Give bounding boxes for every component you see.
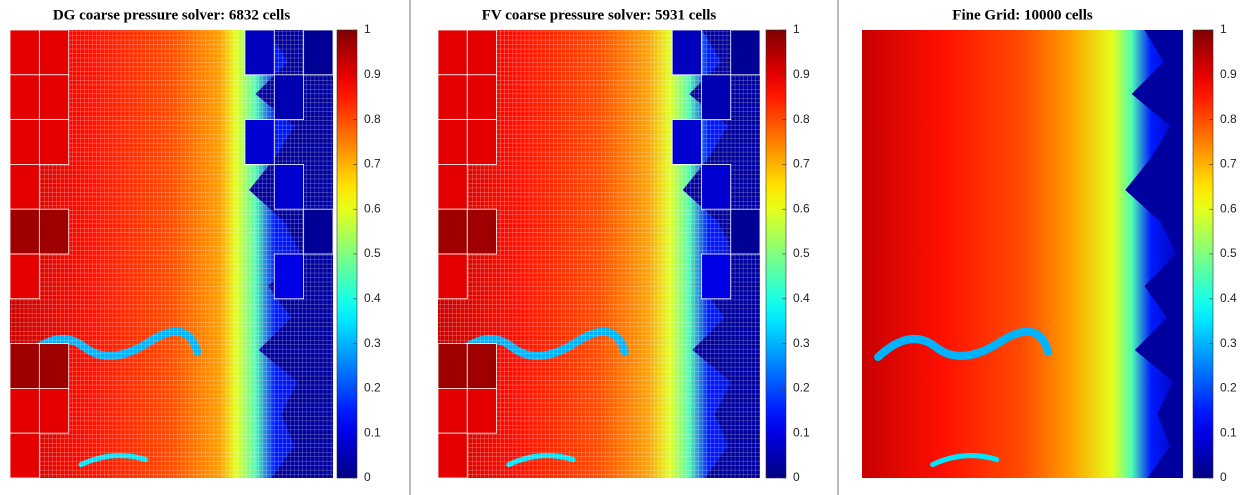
colorbar-tick-label: 0.2 (1220, 381, 1237, 395)
coarse-block (671, 119, 702, 165)
colorbar-tick-label: 0.1 (793, 425, 810, 439)
coarse-block (9, 74, 40, 121)
coarse-block (273, 253, 305, 300)
colorbar-tick-label: 0.8 (793, 112, 810, 126)
coarse-block (9, 29, 40, 76)
coarse-block (9, 119, 40, 165)
coarse-block (9, 253, 40, 300)
coarse-block (437, 163, 468, 210)
colorbar-tick-label: 0.2 (793, 381, 810, 395)
colorbar-tick-label: 0.3 (793, 336, 810, 350)
coarse-block (730, 29, 761, 76)
colorbar-tick-label: 1 (793, 22, 800, 36)
coarse-block (244, 29, 275, 76)
colorbar-tick-label: 0.4 (364, 291, 381, 305)
panel-title: Fine Grid: 10000 cells (952, 7, 1093, 23)
coarse-block (303, 29, 334, 76)
colorbar-tick-label: 0.9 (364, 67, 381, 81)
colorbar-tick-label: 0.8 (1220, 112, 1237, 126)
coarse-block (466, 343, 497, 389)
streak (930, 453, 1000, 468)
coarse-block (671, 29, 702, 76)
panel-title: FV coarse pressure solver: 5931 cells (482, 7, 717, 23)
colorbar-tick-label: 0.7 (364, 157, 381, 171)
coarse-block (466, 119, 497, 165)
coarse-block (437, 119, 468, 165)
colorbar-tick-label: 0.9 (1220, 67, 1237, 81)
coarse-block (9, 343, 40, 389)
coarse-block (466, 29, 497, 76)
coarse-block (9, 163, 40, 210)
colorbar-tick-label: 0.6 (364, 201, 381, 215)
colorbar-tick-label: 0.9 (793, 67, 810, 81)
colorbar-tick-label: 0.4 (793, 291, 810, 305)
coarse-block (437, 74, 468, 121)
coarse-block (38, 387, 70, 434)
colorbar-tick-label: 0.6 (793, 201, 810, 215)
field-background (862, 30, 1183, 478)
coarse-block (437, 29, 468, 76)
colorbar-tick-label: 0.5 (793, 246, 810, 260)
colorbar-tick-label: 0 (1220, 470, 1227, 484)
coarse-block (437, 432, 468, 479)
coarse-block (38, 343, 70, 389)
coarse-block (38, 119, 70, 165)
colorbar-tick-label: 0 (793, 470, 800, 484)
colorbar-tick-label: 0.5 (364, 246, 381, 260)
colorbar-tick-label: 0 (364, 470, 371, 484)
coarse-block (244, 119, 275, 165)
coarse-block (437, 387, 468, 434)
field (862, 30, 1183, 478)
colorbar-tick-label: 0.3 (1220, 336, 1237, 350)
colorbar-tick-label: 0.7 (793, 157, 810, 171)
coarse-block (466, 74, 497, 121)
colorbar-tick-label: 0.1 (364, 425, 381, 439)
coarse-block (701, 163, 732, 210)
unswept-region (1125, 30, 1183, 478)
coarse-block (730, 208, 761, 255)
coarse-block (303, 208, 334, 255)
streak (874, 327, 1053, 362)
field (437, 29, 761, 479)
coarse-block (437, 253, 468, 300)
coarse-block (9, 387, 40, 434)
colorbar-tick-label: 0.3 (364, 336, 381, 350)
coarse-block (9, 208, 40, 255)
coarse-block (38, 208, 70, 255)
coarse-block (38, 74, 70, 121)
colorbar-tick-label: 0.4 (1220, 291, 1237, 305)
coarse-block (701, 253, 732, 300)
coarse-block (38, 29, 70, 76)
coarse-block (466, 387, 497, 434)
coarse-block (9, 432, 40, 479)
coarse-block (437, 208, 468, 255)
colorbar-tick-label: 0.6 (1220, 201, 1237, 215)
coarse-block (437, 343, 468, 389)
colorbar-tick-label: 0.5 (1220, 246, 1237, 260)
colorbar-tick-label: 0.1 (1220, 425, 1237, 439)
colorbar-tick-label: 0.8 (364, 112, 381, 126)
coarse-block (466, 208, 497, 255)
colorbar-tick-label: 0.7 (1220, 157, 1237, 171)
colorbar-tick-label: 1 (364, 22, 371, 36)
field (9, 29, 334, 479)
coarse-block (273, 163, 305, 210)
colorbar-tick-label: 1 (1220, 22, 1227, 36)
coarse-block (273, 74, 305, 121)
coarse-block (701, 74, 732, 121)
panel-title: DG coarse pressure solver: 6832 cells (53, 7, 290, 23)
colorbar-tick-label: 0.2 (364, 381, 381, 395)
